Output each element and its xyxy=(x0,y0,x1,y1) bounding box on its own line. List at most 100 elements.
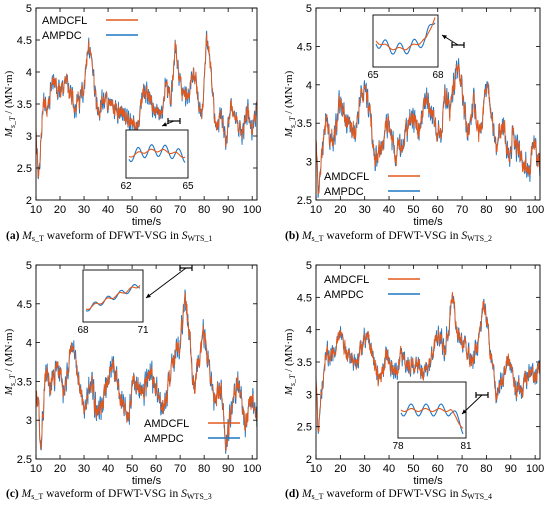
caption-b-symbol-sub: s_T xyxy=(311,234,324,243)
y-tick-label: 2 xyxy=(26,195,32,207)
x-tick-label: 80 xyxy=(480,204,492,216)
y-tick-label: 2.5 xyxy=(17,163,32,175)
x-tick-label: 100 xyxy=(243,463,261,475)
legend: AMDCFL AMPDC xyxy=(144,418,240,445)
y-tick-label: 2.5 xyxy=(17,454,32,466)
caption-c-symbol-sub: s_T xyxy=(31,492,44,501)
caption-d-symbol-sub: s_T xyxy=(311,492,324,501)
y-axis-label: Ms_T / (MN·m) xyxy=(3,70,17,138)
caption-a-symbol: M xyxy=(22,230,32,242)
caption-c-text: waveform of DFWT-VSG in xyxy=(43,488,182,500)
zoom-arrow-head xyxy=(162,122,167,127)
y-tick-label: 5 xyxy=(26,260,32,272)
inset-ampdc-line xyxy=(85,284,141,312)
y-tick-label: 3 xyxy=(26,131,32,143)
caption-d-sym: S xyxy=(461,488,468,500)
inset-amdcfl-line xyxy=(128,148,186,159)
inset-amdcfl-line xyxy=(85,285,141,310)
inset-x-start: 65 xyxy=(367,70,379,81)
inset-zoom: 62 65 xyxy=(120,118,194,192)
caption-a-text: waveform of DFWT-VSG in xyxy=(43,230,182,242)
x-tick-label: 90 xyxy=(222,204,234,216)
y-tick-label: 4.5 xyxy=(17,35,32,47)
zoom-arrow-head xyxy=(462,409,467,414)
x-tick-label: 60 xyxy=(432,463,444,475)
x-tick-label: 30 xyxy=(359,463,371,475)
x-tick-label: 100 xyxy=(526,463,544,475)
inset-x-end: 68 xyxy=(432,70,444,81)
x-tick-label: 20 xyxy=(54,204,66,216)
x-tick-label: 80 xyxy=(480,463,492,475)
caption-b-sub: WTS_2 xyxy=(467,234,493,243)
x-tick-label: 20 xyxy=(334,204,346,216)
x-tick-label: 40 xyxy=(383,204,395,216)
legend-label-amdcfl: AMDCFL xyxy=(144,418,189,430)
y-tick-label: 3.5 xyxy=(297,118,312,130)
x-axis-label: time/s xyxy=(132,216,162,228)
y-tick-label: 4.5 xyxy=(297,41,312,53)
x-tick-label: 30 xyxy=(359,204,371,216)
x-tick-label: 20 xyxy=(54,463,66,475)
x-tick-label: 50 xyxy=(407,204,419,216)
y-axis-label: Ms_T / (MN·m) xyxy=(3,328,17,396)
caption-c-label: (c) xyxy=(6,488,19,500)
caption-b: (b) Ms_T waveform of DFWT-VSG in SWTS_2 xyxy=(285,230,492,243)
zoom-arrow-head xyxy=(442,35,447,40)
x-tick-label: 40 xyxy=(383,463,395,475)
inset-frame xyxy=(397,381,467,439)
y-tick-label: 3 xyxy=(26,415,32,427)
x-tick-label: 70 xyxy=(456,204,468,216)
legend: AMDCFL AMPDC xyxy=(324,171,420,198)
y-tick-label: 4 xyxy=(26,338,32,350)
caption-c-sym: S xyxy=(181,488,187,500)
caption-a: (a) Ms_T waveform of DFWT-VSG in SWTS_1 xyxy=(6,230,212,243)
legend-label-amdcfl: AMDCFL xyxy=(324,274,369,286)
inset-x-end: 81 xyxy=(460,441,472,452)
inset-x-start: 78 xyxy=(392,441,404,452)
panel-c: 10 20 30 40 50 60 70 80 90 100 2.5 3 3.5 4 4.5 5 time/s M… xyxy=(3,260,261,487)
y-tick-label: 4 xyxy=(306,80,312,92)
caption-a-label: (a) xyxy=(6,230,20,242)
caption-b-symbol: M xyxy=(301,230,312,242)
y-tick-label: 3 xyxy=(306,157,312,169)
series-amdcfl-line xyxy=(36,33,257,179)
x-tick-label: 10 xyxy=(310,204,322,216)
caption-b-label: (b) xyxy=(285,230,300,242)
x-tick-label: 20 xyxy=(334,463,346,475)
x-tick-label: 90 xyxy=(505,204,517,216)
caption-a-sub: WTS_1 xyxy=(187,234,213,243)
x-tick-label: 40 xyxy=(102,463,114,475)
caption-c-symbol: M xyxy=(21,488,32,500)
y-tick-label: 5 xyxy=(26,3,32,15)
zoom-arrow xyxy=(145,267,187,299)
x-tick-label: 90 xyxy=(505,463,517,475)
inset-zoom: 65 68 xyxy=(367,14,465,81)
x-tick-label: 100 xyxy=(526,204,544,216)
legend-label-ampdc: AMPDC xyxy=(42,30,82,42)
plot-frame xyxy=(315,7,541,201)
caption-d-text: waveform of DFWT-VSG in xyxy=(323,488,462,500)
y-tick-label: 5 xyxy=(306,3,312,15)
caption-a-sym: S xyxy=(181,230,188,242)
y-axis-label: Ms_T / (MN·m) xyxy=(283,328,297,396)
panel-a: 10 20 30 40 50 60 70 80 90 100 2 2.5 3 3.5 4 4.5 5 time/s… xyxy=(3,3,261,228)
caption-a-symbol-sub: s_T xyxy=(31,234,44,243)
x-axis-label: time/s xyxy=(413,216,443,228)
panel-b: 10 20 30 40 50 60 70 80 90 100 2.5 3 3.5 4 4.5 5 time/s M… xyxy=(283,3,544,228)
x-tick-label: 80 xyxy=(198,204,210,216)
legend-label-amdcfl: AMDCFL xyxy=(42,15,87,27)
caption-d: (d) Ms_T waveform of DFWT-VSG in SWTS_4 xyxy=(285,488,492,501)
y-tick-label: 3.5 xyxy=(17,376,32,388)
zoom-arrow-head xyxy=(146,293,151,298)
y-tick-label: 2.5 xyxy=(297,195,312,207)
plot-frame xyxy=(35,264,258,460)
x-tick-label: 60 xyxy=(432,204,444,216)
y-axis-label: Ms_T / (MN·m) xyxy=(283,70,297,138)
x-tick-label: 10 xyxy=(30,463,42,475)
x-tick-label: 10 xyxy=(310,463,322,475)
x-tick-label: 90 xyxy=(222,463,234,475)
caption-d-label: (d) xyxy=(285,488,300,500)
x-tick-label: 50 xyxy=(126,204,138,216)
x-tick-label: 10 xyxy=(30,204,42,216)
x-tick-label: 70 xyxy=(174,204,186,216)
